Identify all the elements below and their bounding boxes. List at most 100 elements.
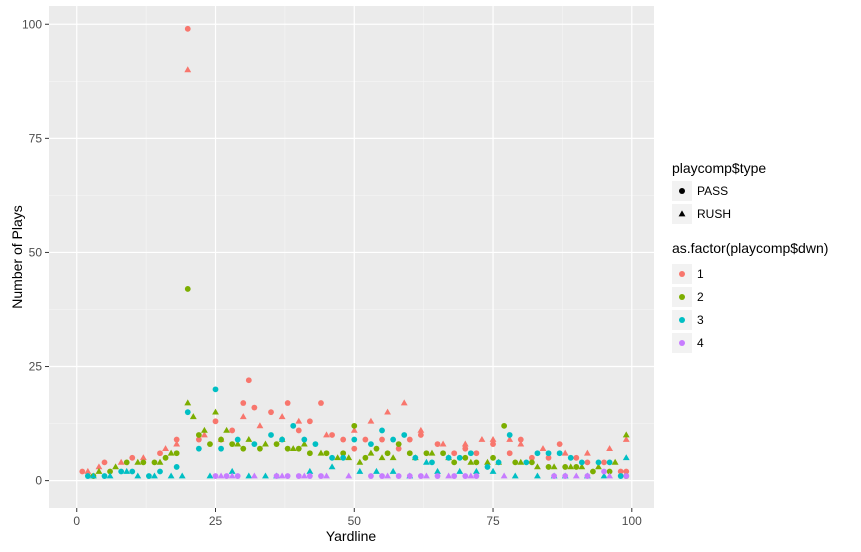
data-point-rush [489, 435, 497, 442]
y-axis-title: Number of Plays [9, 205, 25, 308]
data-point-pass [517, 436, 524, 443]
data-point-pass [290, 422, 297, 429]
data-point-pass [329, 454, 335, 461]
data-point-pass [573, 464, 580, 470]
data-point-pass [379, 427, 385, 434]
data-point-pass [329, 432, 335, 438]
data-point-pass [107, 468, 113, 475]
data-point-rush [167, 472, 175, 479]
data-point-pass [173, 450, 180, 457]
x-tick-label: 75 [486, 514, 500, 528]
data-point-rush [84, 467, 92, 474]
data-point-pass [473, 450, 480, 457]
data-point-pass [273, 473, 280, 479]
data-point-rush [511, 472, 519, 479]
data-point-pass [395, 473, 402, 479]
data-point-pass [312, 441, 319, 448]
panel-background [49, 6, 654, 508]
data-point-rush [295, 417, 303, 424]
data-point-pass [401, 432, 408, 438]
data-point-pass [484, 464, 491, 470]
data-point-rush [550, 463, 558, 470]
data-point-rush [439, 440, 447, 447]
data-point-pass [195, 432, 202, 438]
data-point-rush [95, 467, 103, 474]
data-point-rush [300, 440, 308, 447]
legend-label-down-2: 2 [697, 290, 704, 304]
data-point-pass [234, 436, 241, 443]
data-point-pass [490, 441, 496, 448]
data-point-pass [101, 459, 108, 466]
data-point-rush [95, 463, 103, 470]
data-point-rush [184, 66, 192, 73]
data-point-pass [473, 473, 480, 479]
data-point-rush [200, 431, 208, 438]
data-point-pass [373, 445, 380, 452]
data-point-pass [306, 450, 313, 457]
data-point-pass [234, 473, 241, 479]
data-point-pass [173, 436, 180, 443]
data-point-rush [423, 472, 430, 479]
data-point-rush [517, 458, 525, 465]
data-point-rush [595, 463, 602, 470]
data-point-pass [412, 454, 419, 461]
data-point-rush [517, 440, 525, 447]
data-point-rush [400, 399, 408, 406]
data-point-pass [207, 441, 213, 448]
data-point-pass [184, 409, 191, 416]
axis-ticks [45, 23, 633, 512]
data-point-rush [600, 472, 608, 479]
data-point-pass [306, 418, 313, 425]
data-point-rush [256, 422, 264, 429]
data-point-rush [356, 458, 364, 465]
data-point-pass [534, 450, 541, 457]
data-point-pass [406, 473, 413, 479]
data-point-pass [390, 436, 397, 443]
data-point-pass [295, 473, 302, 479]
data-point-pass [295, 445, 302, 452]
data-point-pass [417, 432, 424, 438]
data-point-pass [229, 441, 236, 448]
data-point-pass [495, 459, 502, 466]
data-point-pass [584, 473, 591, 479]
data-point-pass [268, 409, 274, 416]
data-point-rush [139, 454, 147, 461]
x-axis-title: Yardline [326, 528, 377, 544]
data-point-pass [584, 459, 591, 466]
legend-key-dot [679, 340, 685, 346]
data-point-rush [239, 413, 247, 420]
data-point-pass [506, 450, 513, 457]
data-point-rush [478, 435, 486, 442]
data-point-pass [440, 450, 446, 457]
legend-shape-title: playcomp$type [672, 160, 766, 176]
data-point-pass [251, 441, 258, 448]
data-point-pass [212, 386, 219, 393]
data-point-pass [379, 436, 385, 443]
data-point-pass [423, 450, 430, 457]
legend-label-down-1: 1 [697, 267, 704, 281]
data-point-pass [173, 464, 180, 470]
y-tick-label: 100 [22, 17, 42, 31]
data-point-pass [462, 445, 469, 452]
data-point-pass [551, 473, 557, 479]
data-point-pass [362, 454, 369, 461]
data-point-rush [228, 472, 236, 479]
data-point-rush [278, 472, 286, 479]
data-point-pass [590, 468, 596, 475]
data-point-pass [368, 473, 374, 479]
data-point-rush [622, 431, 630, 438]
data-point-rush [245, 435, 253, 442]
data-point-rush [117, 458, 125, 465]
data-point-rush [622, 435, 630, 442]
data-point-pass [434, 473, 441, 479]
data-point-pass [434, 441, 441, 448]
data-point-rush [278, 413, 286, 420]
data-point-pass [451, 459, 458, 466]
data-point-pass [195, 445, 202, 452]
data-point-pass [556, 441, 563, 448]
data-point-rush [384, 408, 391, 415]
data-point-rush [456, 467, 464, 474]
data-point-pass [157, 450, 163, 457]
